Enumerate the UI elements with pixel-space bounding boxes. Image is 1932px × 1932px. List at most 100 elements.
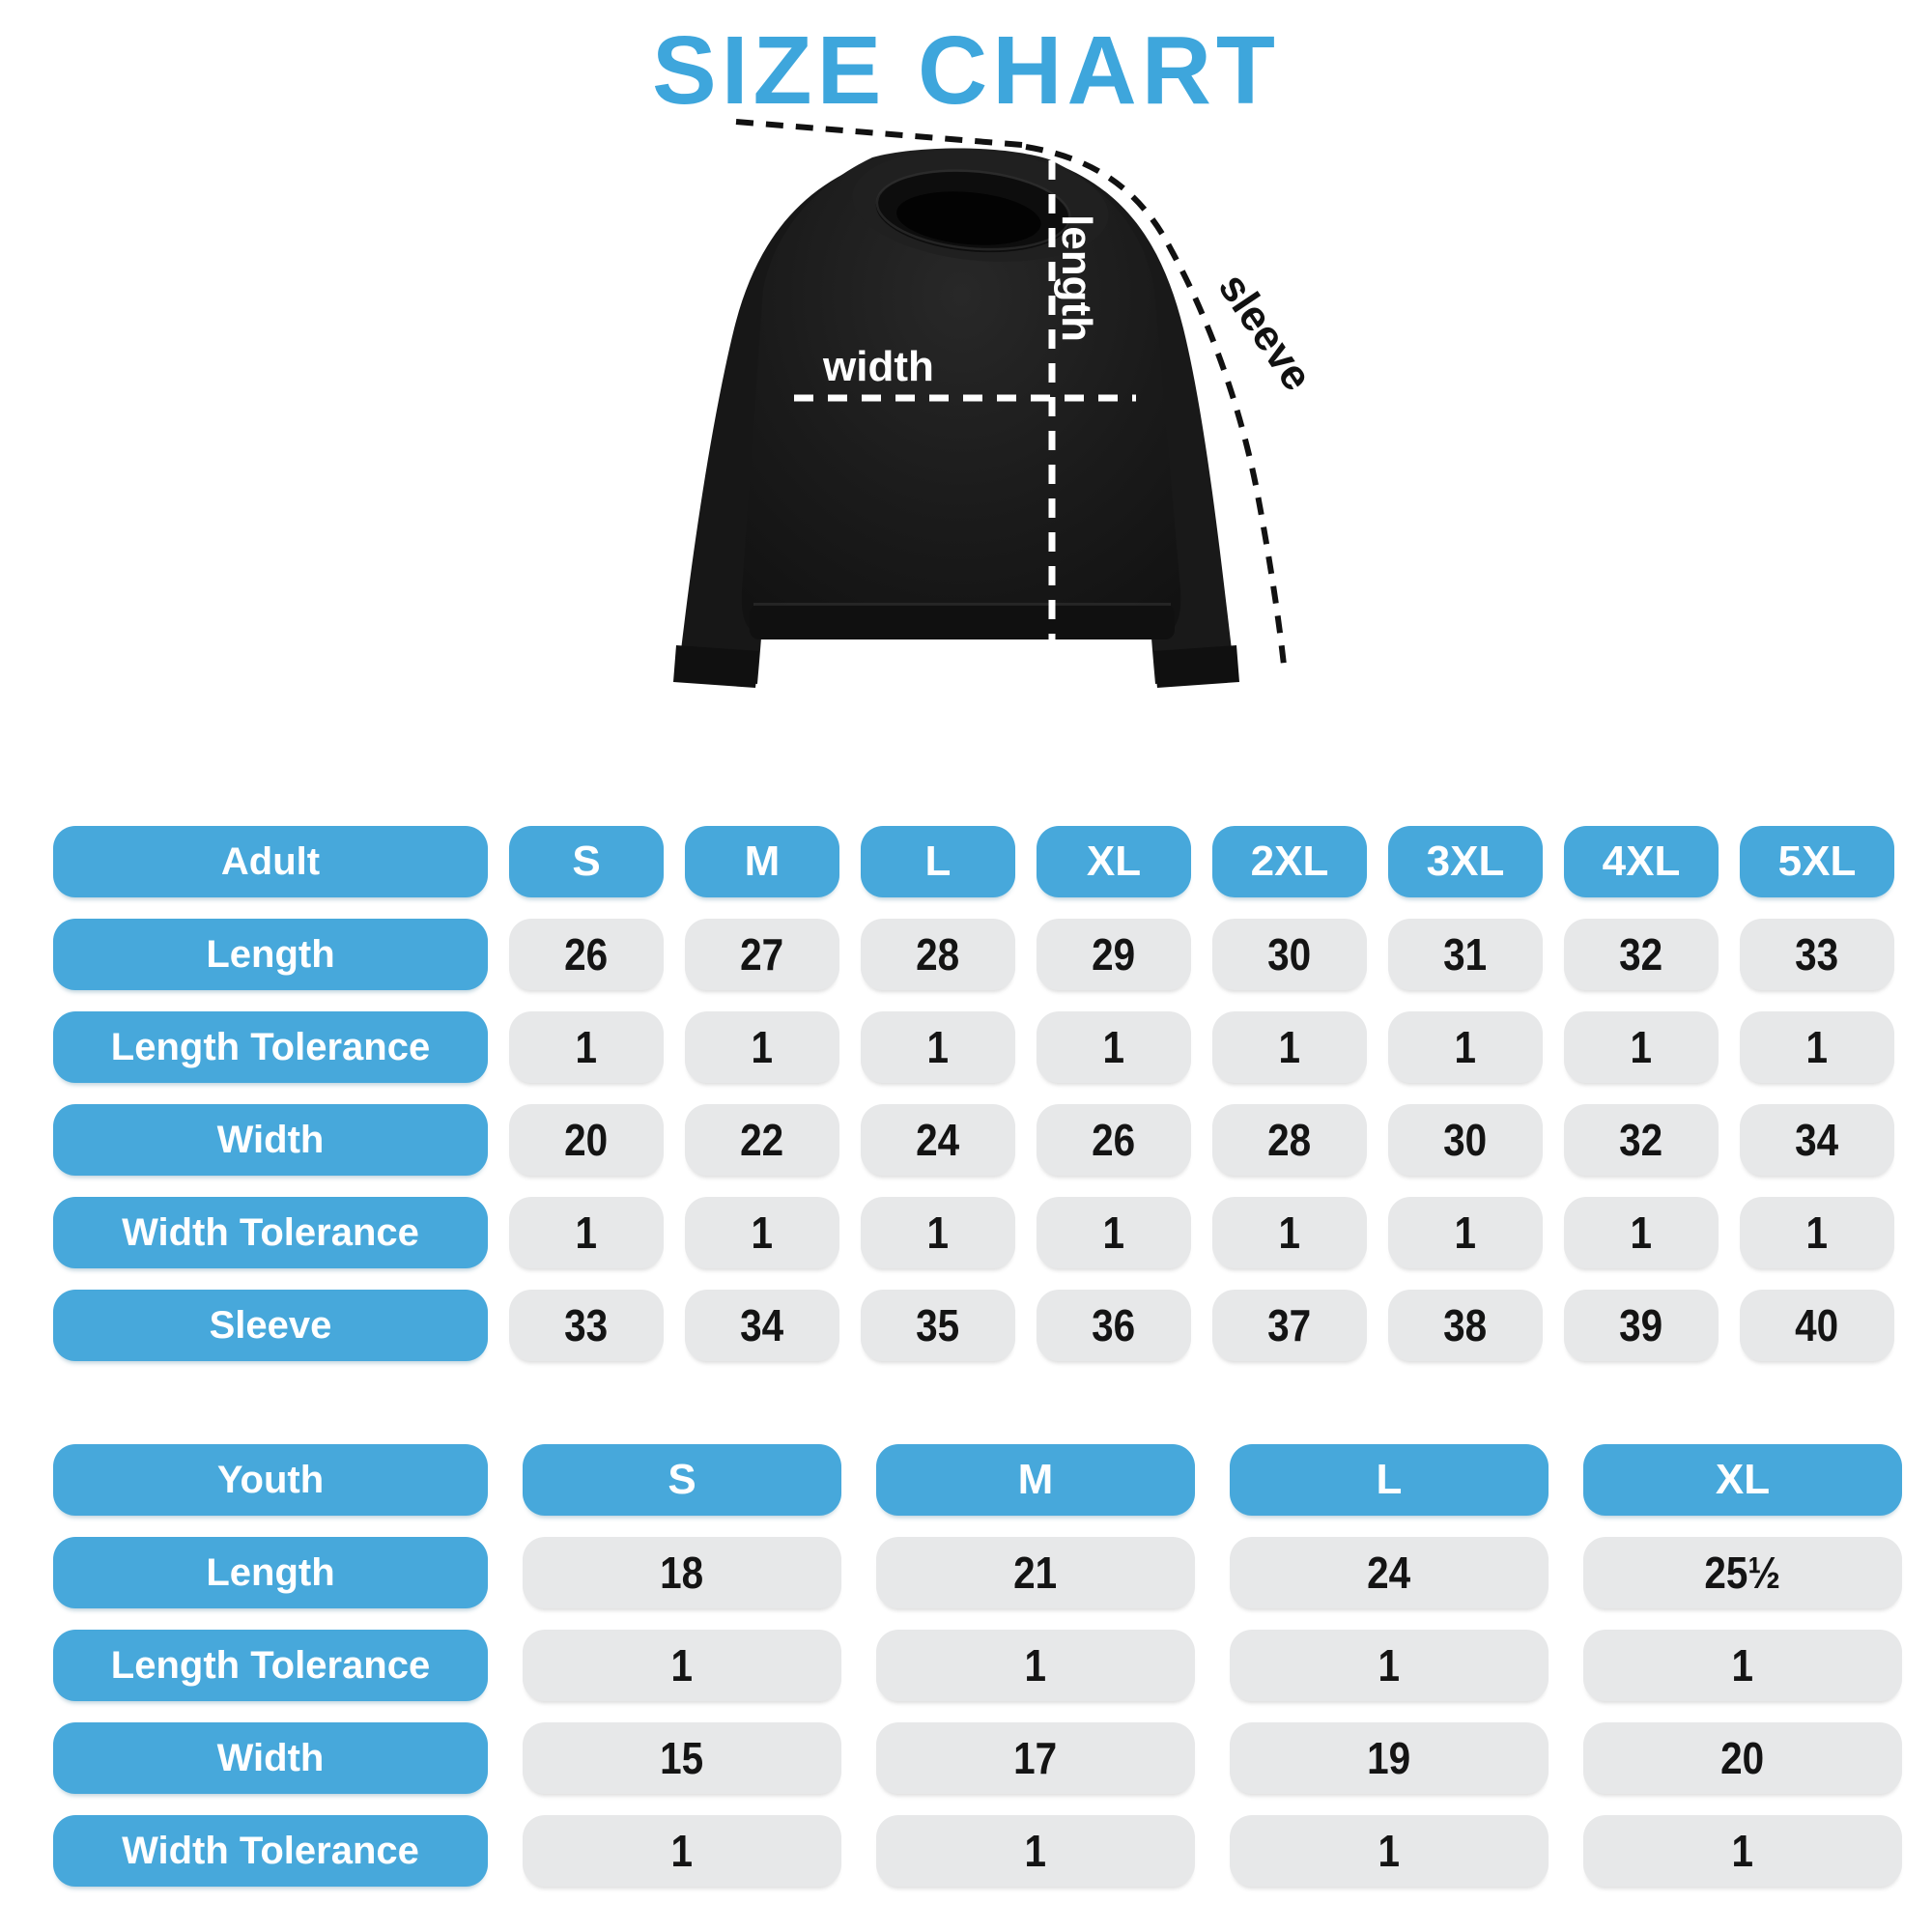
adult-width-tol-5xl: 1 [1740,1197,1894,1268]
adult-size-l: L [861,826,1015,897]
cell-value: 38 [1443,1300,1488,1350]
youth-length-tol-m: 1 [876,1630,1195,1701]
youth-size-xl: XL [1583,1444,1902,1516]
adult-width-tol-3xl: 1 [1388,1197,1543,1268]
cell-value: 34 [740,1300,784,1350]
cell-value: 34 [1795,1115,1839,1165]
adult-length-3xl: 31 [1388,919,1543,990]
cell-value: 1 [1102,1208,1125,1258]
youth-length-xl: 25½ [1583,1537,1902,1608]
sleeve-label: sleeve [1209,265,1321,399]
cell-value: 1 [1102,1022,1125,1072]
adult-row-label-length-tolerance: Length Tolerance [53,1011,488,1083]
adult-length-tol-3xl: 1 [1388,1011,1543,1083]
cell-value: 1 [1454,1208,1477,1258]
cell-value: 1 [1731,1640,1754,1690]
cell-value: 1 [1630,1022,1653,1072]
cell-value: 1 [1024,1826,1047,1876]
youth-size-l: L [1230,1444,1548,1516]
youth-length-tol-xl: 1 [1583,1630,1902,1701]
adult-width-5xl: 34 [1740,1104,1894,1176]
adult-width-m: 22 [685,1104,839,1176]
cell-value: 40 [1795,1300,1839,1350]
cell-value: 28 [916,929,960,980]
youth-width-m: 17 [876,1722,1195,1794]
cell-value: 1 [1805,1022,1829,1072]
cell-value: 26 [564,929,609,980]
youth-row-label-length: Length [53,1537,488,1608]
adult-size-xl: XL [1037,826,1191,897]
cell-value: 26 [1092,1115,1136,1165]
adult-sleeve-4xl: 39 [1564,1290,1719,1361]
cell-value: 30 [1267,929,1312,980]
cell-value: 1 [1278,1208,1301,1258]
youth-length-l: 24 [1230,1537,1548,1608]
cell-value: 29 [1092,929,1136,980]
cell-value: 1 [575,1208,598,1258]
cell-value: 1 [575,1022,598,1072]
youth-row-label-length-tolerance: Length Tolerance [53,1630,488,1701]
adult-size-3xl: 3XL [1388,826,1543,897]
youth-length-s: 18 [523,1537,841,1608]
youth-length-m: 21 [876,1537,1195,1608]
adult-size-2xl: 2XL [1212,826,1367,897]
adult-length-s: 26 [509,919,664,990]
cell-value: 36 [1092,1300,1136,1350]
cell-value: 1 [1378,1640,1401,1690]
cell-value: 1 [926,1208,950,1258]
adult-sleeve-l: 35 [861,1290,1015,1361]
youth-row-label-width: Width [53,1722,488,1794]
cell-value: 19 [1367,1733,1411,1783]
youth-table-header: Youth [53,1444,488,1516]
right-cuff [1153,645,1239,688]
adult-sleeve-2xl: 37 [1212,1290,1367,1361]
cell-value: 1 [1024,1640,1047,1690]
adult-table-header: Adult [53,826,488,897]
adult-length-tol-4xl: 1 [1564,1011,1719,1083]
youth-width-l: 19 [1230,1722,1548,1794]
adult-width-s: 20 [509,1104,664,1176]
left-cuff [673,645,759,688]
cell-value: 20 [564,1115,609,1165]
hem-band [750,605,1175,639]
sweatshirt-illustration: width length sleeve [673,119,1321,688]
youth-width-tol-s: 1 [523,1815,841,1887]
adult-length-2xl: 30 [1212,919,1367,990]
cell-value: 1 [670,1640,694,1690]
adult-length-tol-l: 1 [861,1011,1015,1083]
page-title: SIZE CHART [652,16,1280,125]
youth-size-m: M [876,1444,1195,1516]
cell-value: 37 [1267,1300,1312,1350]
adult-row-label-width: Width [53,1104,488,1176]
youth-size-table: Youth S M L XL Length 18 21 24 25½ Lengt… [53,1444,1902,1887]
length-label: length [1053,214,1100,342]
adult-width-tol-s: 1 [509,1197,664,1268]
cell-value: 28 [1267,1115,1312,1165]
adult-width-4xl: 32 [1564,1104,1719,1176]
adult-length-tol-m: 1 [685,1011,839,1083]
cell-value: 1 [1278,1022,1301,1072]
youth-width-s: 15 [523,1722,841,1794]
adult-row-label-sleeve: Sleeve [53,1290,488,1361]
cell-value: 33 [564,1300,609,1350]
adult-row-label-length: Length [53,919,488,990]
cell-value: 20 [1720,1733,1765,1783]
adult-size-s: S [509,826,664,897]
adult-sleeve-5xl: 40 [1740,1290,1894,1361]
adult-width-l: 24 [861,1104,1015,1176]
cell-value: 1 [926,1022,950,1072]
adult-width-2xl: 28 [1212,1104,1367,1176]
cell-value: 1 [751,1022,774,1072]
adult-size-table: Adult S M L XL 2XL 3XL 4XL 5XL Length 26… [53,826,1894,1361]
cell-value: 27 [740,929,784,980]
adult-width-tol-l: 1 [861,1197,1015,1268]
cell-value: 30 [1443,1115,1488,1165]
cell-value: 33 [1795,929,1839,980]
youth-width-xl: 20 [1583,1722,1902,1794]
adult-size-4xl: 4XL [1564,826,1719,897]
adult-width-3xl: 30 [1388,1104,1543,1176]
adult-length-m: 27 [685,919,839,990]
adult-length-tol-xl: 1 [1037,1011,1191,1083]
cell-value: 18 [660,1548,704,1598]
youth-length-tol-s: 1 [523,1630,841,1701]
